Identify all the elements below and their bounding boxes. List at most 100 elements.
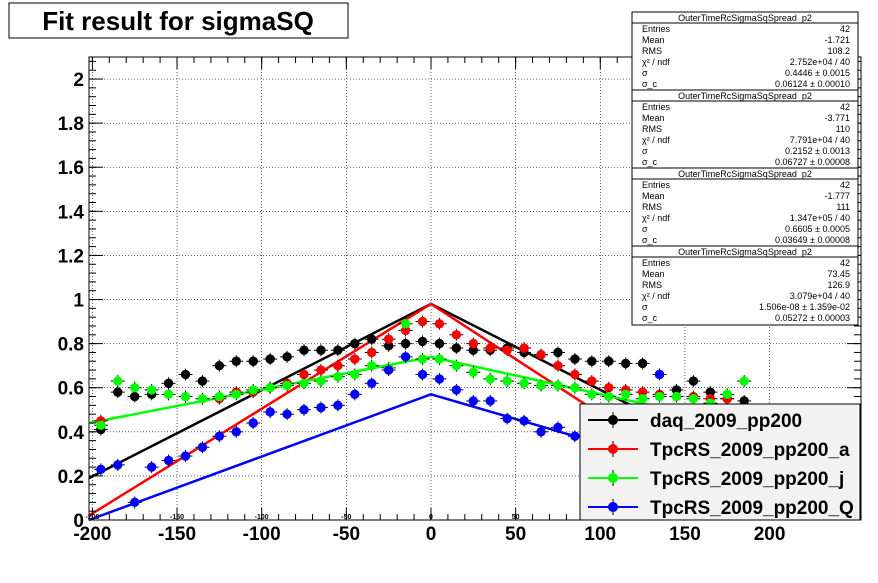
plot-frame (88, 56, 862, 521)
stat-value: 2.752e+04 / 40 (790, 57, 850, 67)
data-point-2 (688, 394, 699, 404)
stat-key: RMS (642, 280, 662, 290)
x-tick-label: 100 (584, 524, 616, 545)
data-point-0 (197, 376, 208, 386)
axes: -200-200-150-150-100-100-50-500050501001… (58, 57, 861, 545)
data-point-0 (248, 356, 258, 366)
data-point-1 (367, 347, 377, 358)
data-point-2 (367, 360, 377, 371)
x-tick-label: -150 (158, 524, 196, 545)
x-tick-label: -200 (73, 524, 111, 545)
data-point-3 (350, 389, 360, 400)
stat-value: -1.777 (824, 191, 850, 201)
stat-value: 42 (840, 24, 850, 34)
data-point-0 (350, 338, 360, 349)
data-point-1 (350, 354, 360, 364)
data-point-2 (553, 380, 563, 391)
data-point-1 (383, 334, 394, 344)
stat-value: 42 (840, 180, 850, 190)
data-point-3 (400, 352, 411, 362)
stat-key: σ (642, 68, 648, 78)
y-tick-label: 1.6 (58, 158, 84, 179)
data-point-3 (197, 442, 208, 452)
data-point-2 (350, 369, 360, 380)
data-point-2 (299, 378, 309, 389)
data-point-2 (248, 385, 258, 395)
data-point-0 (620, 358, 631, 369)
data-point-2 (570, 383, 580, 393)
data-point-3 (468, 396, 479, 406)
title-box: Fit result for sigmaSQ (8, 2, 349, 39)
data-point-0 (282, 352, 292, 362)
data-point-2 (451, 360, 462, 371)
legend-label: TpcRS_2009_pp200_a (650, 440, 850, 461)
fit-line-1 (88, 302, 635, 517)
data-point-1 (553, 360, 563, 371)
legend-marker (608, 473, 618, 483)
legend-label: TpcRS_2009_pp200_Q (650, 498, 854, 519)
stat-key: Entries (642, 102, 671, 112)
data-point-3 (417, 369, 428, 380)
stat-box (631, 167, 859, 248)
stat-value: 0.06727 ± 0.00008 (775, 157, 850, 167)
stat-key: σ_c (642, 235, 658, 245)
stat-value: 73.45 (827, 269, 850, 279)
stat-key: RMS (642, 202, 662, 212)
data-point-2 (671, 391, 682, 402)
data-point-1 (468, 338, 479, 349)
title-frame (8, 2, 349, 39)
legend-frame (579, 403, 861, 521)
data-point-2 (485, 374, 495, 384)
y-tick-label: 0.4 (58, 423, 85, 444)
x-tick-label: 200 (754, 524, 786, 545)
data-point-2 (316, 376, 326, 386)
data-point-2 (587, 389, 597, 400)
data-point-2 (146, 385, 157, 395)
data-point-3 (570, 431, 580, 441)
stat-box (631, 245, 859, 326)
stat-key: χ² / ndf (642, 57, 670, 67)
legend: daq_2009_pp200 TpcRS_2009_pp200_a TpcRS_20… (579, 403, 861, 521)
data-point-0 (180, 369, 191, 380)
data-point-2 (400, 319, 411, 329)
data-point-1 (570, 369, 580, 380)
fit-line-3 (88, 393, 576, 522)
legend-label: daq_2009_pp200 (650, 411, 802, 432)
data-point-2 (604, 391, 614, 402)
stat-value: 1.347e+05 / 40 (790, 213, 850, 223)
stat-value: 3.079e+04 / 40 (790, 291, 850, 301)
data-point-3 (299, 405, 309, 415)
x-tick-label: -50 (333, 524, 360, 545)
data-point-0 (434, 338, 445, 349)
data-point-3 (214, 431, 225, 441)
data-point-2 (333, 371, 343, 382)
data-point-2 (417, 354, 428, 364)
stat-box (631, 11, 859, 92)
stat-key: RMS (642, 46, 662, 56)
data-point-3 (248, 418, 258, 428)
data-point-0 (163, 378, 174, 389)
data-point-2 (637, 394, 648, 404)
data-point-0 (113, 387, 123, 397)
data-point-0 (570, 354, 580, 364)
stat-key: RMS (642, 124, 662, 134)
stat-key: Entries (642, 180, 671, 190)
stat-key: Entries (642, 24, 671, 34)
data-point-0 (587, 356, 597, 366)
stat-key: σ (642, 146, 648, 156)
data-point-2 (536, 380, 546, 391)
data-point-3 (163, 455, 174, 466)
y-tick-label: 2 (73, 70, 84, 91)
data-point-3 (367, 378, 377, 389)
data-point-0 (400, 338, 411, 349)
data-point-0 (553, 347, 563, 358)
data-point-1 (519, 343, 529, 353)
data-point-3 (333, 400, 343, 411)
y-tick-label: 1.8 (58, 114, 84, 135)
y-tick-label: 0 (73, 511, 84, 532)
x-tick-label: 50 (505, 524, 526, 545)
data-point-2 (519, 378, 529, 389)
data-point-2 (180, 391, 191, 402)
data-point-2 (654, 391, 665, 402)
data-point-0 (367, 334, 377, 344)
